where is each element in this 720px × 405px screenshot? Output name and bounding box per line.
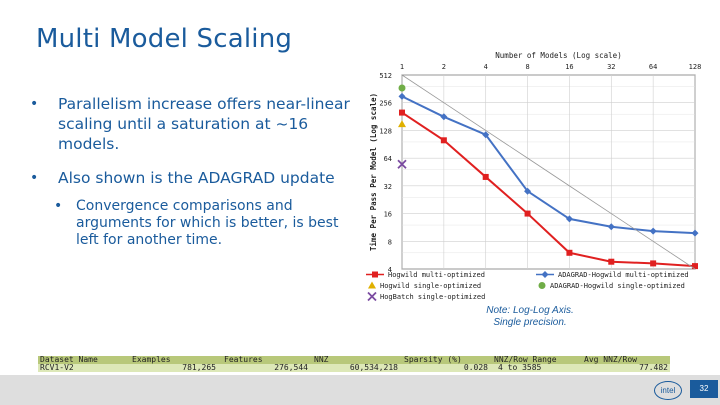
x-tick-label: 16 <box>565 63 573 71</box>
td-dataset: RCV1-V2 <box>40 363 74 372</box>
y-tick-label: 128 <box>379 127 392 135</box>
data-point-0 <box>650 260 657 267</box>
series-line-2 <box>401 74 696 270</box>
legend-label: ADAGRAD-Hogwild single-optimized <box>550 282 685 290</box>
data-point-1 <box>565 215 573 223</box>
y-tick-label: 512 <box>379 72 392 80</box>
data-point-1 <box>398 92 406 100</box>
y-axis-label: Time Per Pass Per Model (Log scale) <box>369 93 378 251</box>
series-line-1 <box>401 95 696 235</box>
data-point-0 <box>440 137 447 144</box>
x-tick-label: 64 <box>649 63 657 71</box>
page-number: 32 <box>690 380 718 398</box>
td-sparsity: 0.028 <box>463 363 488 372</box>
chart-note: Note: Log-Log Axis. Single precision. <box>470 305 590 329</box>
data-point-1 <box>482 131 490 139</box>
single-point-1 <box>398 84 406 92</box>
legend-marker <box>541 271 549 278</box>
data-point-0 <box>482 173 489 180</box>
y-tick-label: 4 <box>388 266 392 274</box>
th-range: NNZ/Row Range <box>494 355 557 364</box>
legend-label: Hogwild multi-optimized <box>388 271 485 279</box>
note-line-2: Single precision. <box>493 317 567 328</box>
th-examples: Examples <box>132 355 171 364</box>
bullet-list: Parallelism increase offers near-linear … <box>30 94 360 249</box>
td-examples: 781,265 <box>182 363 216 372</box>
intel-logo: intel <box>654 381 682 400</box>
data-point-0 <box>524 210 531 217</box>
single-point-0 <box>398 120 406 128</box>
x-tick-label: 8 <box>525 63 529 71</box>
th-nnz: NNZ <box>314 355 329 364</box>
x-tick-label: 1 <box>400 63 404 71</box>
data-point-0 <box>566 249 573 256</box>
scaling-chart: 4 8 16 32 64 128 256 512 1 2 4 8 16 32 64 128 Number of … <box>366 52 702 302</box>
td-nnz: 60,534,218 <box>349 363 398 372</box>
table-row: RCV1-V2 781,265 276,544 60,534,218 0.028… <box>38 364 670 372</box>
th-features: Features <box>224 355 263 364</box>
single-point-2 <box>397 159 407 169</box>
x-tick-label: 32 <box>607 63 615 71</box>
data-point-1 <box>440 113 448 121</box>
y-tick-label: 256 <box>379 100 392 108</box>
y-tick-label: 64 <box>384 155 392 163</box>
td-features: 276,544 <box>274 363 308 372</box>
dataset-table: Dataset Name Examples Features NNZ Spars… <box>38 356 670 372</box>
footer-bar <box>0 375 720 405</box>
bullet-1: Parallelism increase offers near-linear … <box>30 94 360 154</box>
y-tick-label: 8 <box>388 238 392 246</box>
legend-marker <box>367 291 377 302</box>
slide-title: Multi Model Scaling <box>36 24 293 54</box>
data-point-1 <box>524 187 532 195</box>
legend-label: HogBatch single-optimized <box>380 293 485 301</box>
data-point-1 <box>649 227 657 235</box>
x-tick-label: 4 <box>484 63 488 71</box>
legend-marker <box>372 271 378 278</box>
x-tick-label: 128 <box>689 63 702 71</box>
table-header-row: Dataset Name Examples Features NNZ Spars… <box>38 356 670 364</box>
y-tick-label: 16 <box>384 211 392 219</box>
th-dataset: Dataset Name <box>40 355 98 364</box>
legend-marker <box>538 282 546 289</box>
bullet-2: Also shown is the ADAGRAD update <box>30 168 360 188</box>
legend-label: ADAGRAD-Hogwild multi-optimized <box>558 271 689 279</box>
data-point-0 <box>608 258 615 265</box>
data-point-1 <box>607 223 615 231</box>
sub-bullet: Convergence comparisons and arguments fo… <box>54 198 360 249</box>
data-point-0 <box>692 263 698 270</box>
y-tick-label: 32 <box>384 183 392 191</box>
series-line-0 <box>401 111 696 268</box>
data-point-0 <box>399 109 405 116</box>
td-avg: 77.482 <box>639 363 668 372</box>
x-axis-label: Number of Models (Log scale) <box>495 52 621 60</box>
th-sparsity: Sparsity (%) <box>404 355 462 364</box>
legend-marker <box>368 281 376 289</box>
legend-label: Hogwild single-optimized <box>380 282 481 290</box>
td-range: 4 to 3585 <box>498 363 542 372</box>
x-tick-label: 2 <box>442 63 446 71</box>
data-point-1 <box>691 229 699 237</box>
note-line-1: Note: Log-Log Axis. <box>486 305 574 316</box>
th-avg: Avg NNZ/Row <box>584 355 637 364</box>
